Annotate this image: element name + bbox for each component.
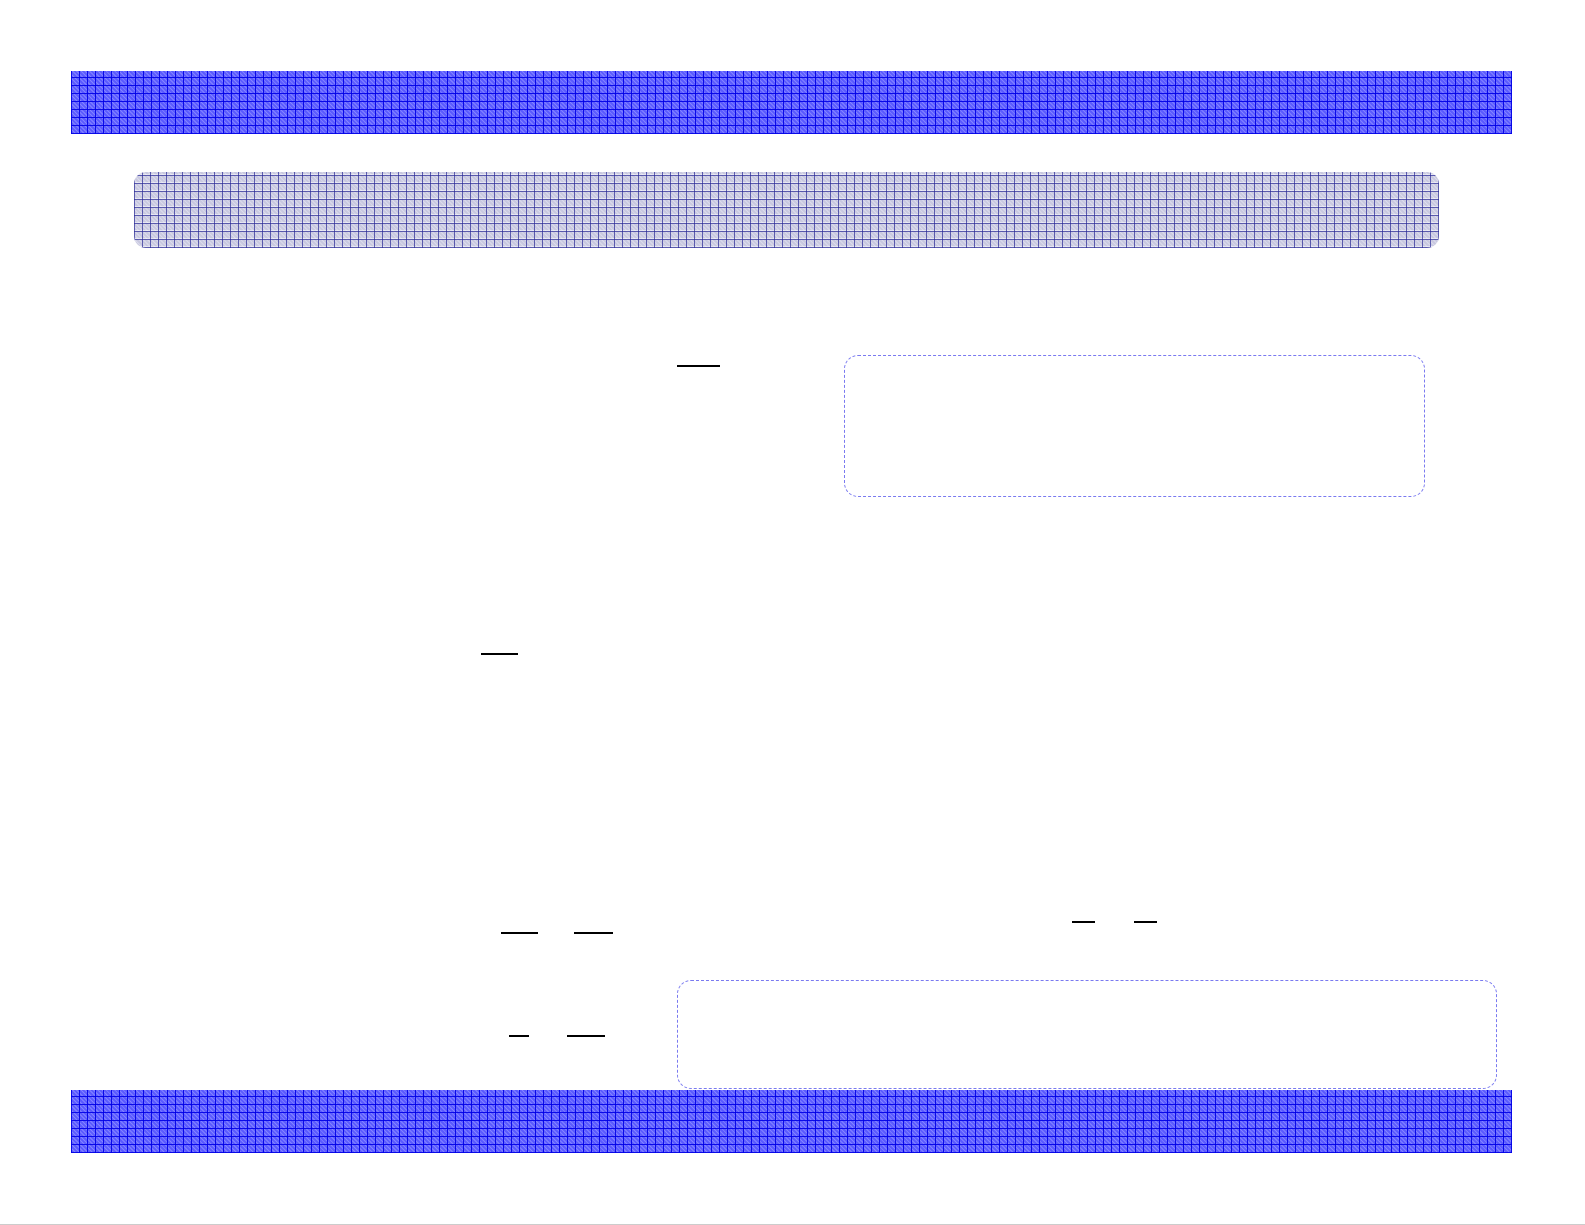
fraction-bar [1134, 921, 1157, 923]
note-box-top [844, 355, 1425, 497]
fraction-bar [501, 932, 538, 934]
fraction-bar [481, 653, 518, 655]
fraction-bar [677, 365, 720, 367]
bottom-banner [71, 1090, 1512, 1153]
fraction-bar [509, 1035, 529, 1037]
fraction-bar [574, 932, 613, 934]
title-box [134, 172, 1439, 248]
fraction-bar [1072, 921, 1095, 923]
fraction-bar [567, 1035, 605, 1037]
note-box-bottom [677, 980, 1497, 1089]
top-banner [71, 71, 1512, 134]
